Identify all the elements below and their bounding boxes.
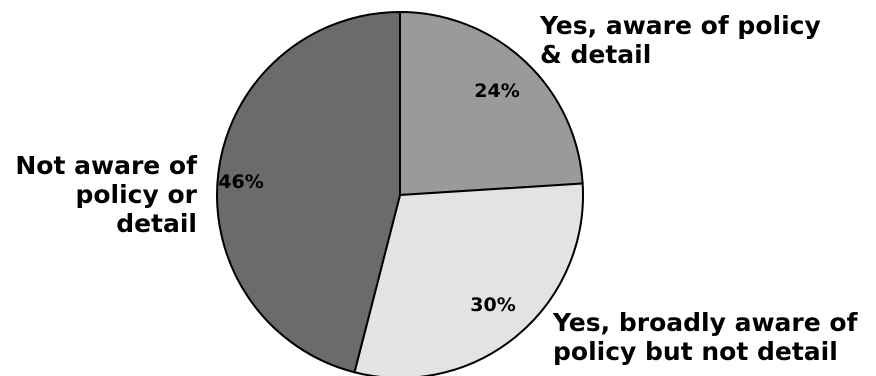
slice-percent-label: 30% (470, 294, 515, 316)
pie-slice (399, 10, 584, 197)
slice-percent-label: 46% (218, 171, 263, 193)
slice-category-label: Not aware of policy or detail (15, 151, 198, 238)
pie-slice (353, 182, 584, 376)
pie-slice (216, 10, 401, 374)
slice-category-label: Yes, aware of policy & detail (539, 11, 821, 69)
slice-category-label: Yes, broadly aware of policy but not deta… (552, 308, 859, 366)
slice-percent-label: 24% (474, 80, 519, 102)
pie-labels: 24% Yes, aware of policy & detail 30% Yes, b… (15, 11, 858, 366)
pie-slices (216, 10, 584, 376)
